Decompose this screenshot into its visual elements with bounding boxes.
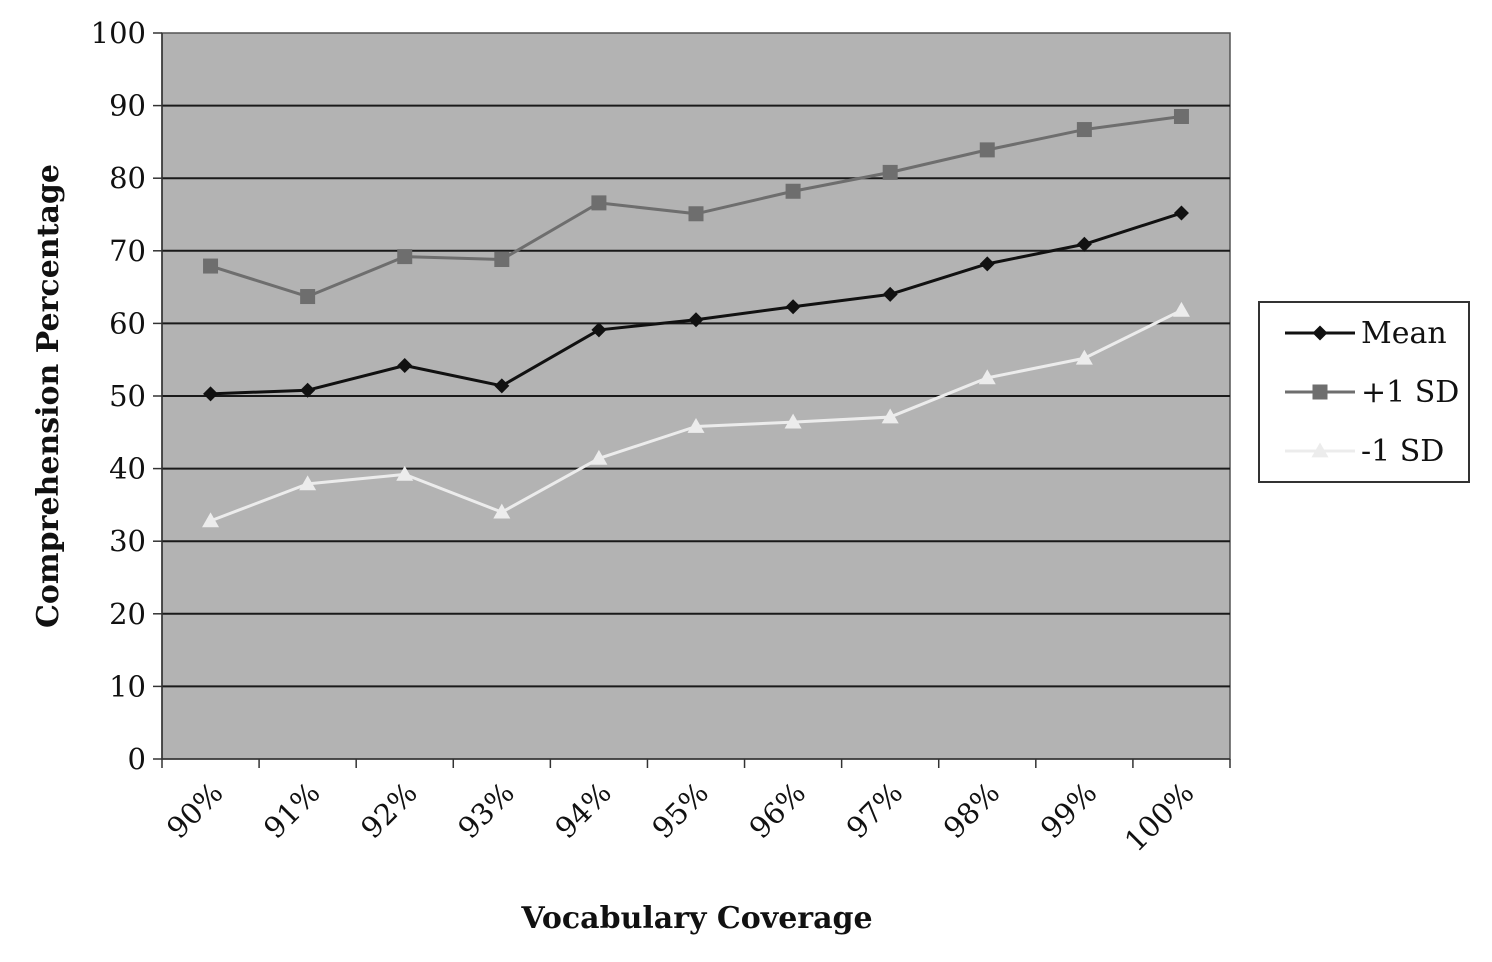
x-axis-title: Vocabulary Coverage — [520, 901, 872, 936]
data-point-marker — [882, 286, 898, 302]
data-point-marker — [397, 358, 413, 374]
data-point-marker — [494, 378, 510, 394]
legend-entry: +1 SD — [1285, 375, 1459, 410]
data-point-marker — [1173, 108, 1189, 124]
data-point-marker — [300, 382, 316, 398]
data-point-marker — [591, 195, 607, 211]
data-point-marker — [1075, 349, 1093, 365]
legend-label: Mean — [1361, 316, 1447, 351]
data-point-marker — [203, 258, 219, 274]
data-point-marker — [494, 252, 510, 268]
data-point-marker — [1076, 122, 1092, 138]
y-tick-label: 70 — [109, 234, 146, 268]
data-point-marker — [591, 322, 607, 338]
x-tick-label: 91% — [257, 776, 327, 846]
data-point-marker — [785, 299, 801, 315]
legend-marker-sample — [1312, 384, 1328, 400]
y-tick-label: 30 — [109, 524, 146, 558]
x-tick-label: 92% — [354, 776, 424, 846]
y-tick-label: 20 — [109, 597, 146, 631]
data-point-marker — [493, 503, 511, 519]
data-point-marker — [202, 512, 220, 528]
series-layer — [202, 108, 1190, 528]
y-tick-label: 100 — [91, 16, 146, 50]
y-tick-label: 80 — [109, 161, 146, 195]
data-point-marker — [785, 183, 801, 199]
data-point-marker — [688, 206, 704, 222]
y-tick-label: 60 — [109, 306, 146, 340]
y-tick-label: 50 — [109, 379, 146, 413]
data-point-marker — [881, 408, 899, 424]
data-point-marker — [397, 249, 413, 265]
series-2 — [203, 108, 1189, 305]
x-axis-ticks: 90% 91% 92% 93% 94% 95% 96% 97% 98% 99% 100% — [160, 759, 1231, 859]
x-tick-label: 93% — [451, 776, 521, 846]
y-axis-ticks: 0 10 20 30 40 50 60 70 80 90 100 — [91, 16, 162, 776]
legend-label: +1 SD — [1361, 375, 1459, 410]
data-point-marker — [784, 413, 802, 429]
legend-entry: -1 SD — [1285, 434, 1444, 469]
data-point-marker — [687, 417, 705, 433]
data-point-marker — [300, 289, 316, 305]
data-point-marker — [396, 465, 414, 481]
x-tick-label: 90% — [160, 776, 230, 846]
legend-entry: Mean — [1285, 316, 1447, 351]
data-point-marker — [688, 312, 704, 328]
legend: Mean +1 SD -1 SD — [1258, 301, 1470, 483]
x-tick-label: 94% — [548, 776, 618, 846]
x-tick-label: 97% — [840, 776, 910, 846]
x-tick-label: 100% — [1118, 776, 1201, 859]
y-tick-label: 10 — [109, 669, 146, 703]
data-point-marker — [299, 475, 317, 491]
data-point-marker — [1076, 236, 1092, 252]
y-tick-label: 0 — [128, 742, 146, 776]
data-point-marker — [882, 164, 898, 180]
data-point-marker — [979, 142, 995, 158]
legend-label: -1 SD — [1361, 434, 1444, 469]
legend-marker-sample — [1311, 442, 1329, 458]
x-tick-label: 95% — [645, 776, 715, 846]
data-point-marker — [979, 256, 995, 272]
data-point-marker — [203, 386, 219, 402]
x-tick-label: 99% — [1034, 776, 1104, 846]
y-tick-label: 90 — [109, 89, 146, 123]
data-point-marker — [590, 449, 608, 465]
x-tick-label: 98% — [937, 776, 1007, 846]
series-3 — [202, 301, 1190, 528]
data-point-marker — [1172, 301, 1190, 317]
y-tick-label: 40 — [109, 452, 146, 486]
y-axis-title: Comprehension Percentage — [31, 164, 66, 628]
series-1 — [203, 205, 1189, 402]
x-tick-label: 96% — [743, 776, 813, 846]
data-point-marker — [978, 369, 996, 385]
data-point-marker — [1173, 205, 1189, 221]
legend-marker-sample — [1312, 325, 1328, 341]
